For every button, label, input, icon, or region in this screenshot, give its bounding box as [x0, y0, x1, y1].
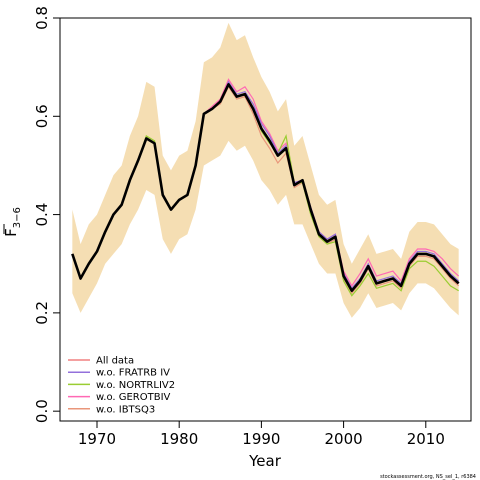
x-tick-label: 2000: [324, 430, 362, 448]
y-axis: 0.0 0.2 0.4 0.6 0.8: [33, 6, 60, 423]
legend-label: w.o. NORTRLIV2: [96, 380, 175, 391]
y-axis-title: F3−6: [2, 207, 23, 237]
x-axis: 1970 1980 1990 2000 2010: [78, 421, 445, 448]
legend-label: w.o. GEROTBIV: [96, 392, 171, 403]
credit-text: stockassessment.org, NS_sel_1, r6384: [380, 474, 476, 480]
svg-text:F3−6: F3−6: [2, 207, 23, 237]
y-tick-label: 0.4: [33, 203, 51, 227]
x-axis-title: Year: [248, 452, 282, 470]
x-tick-label: 2010: [407, 430, 445, 448]
y-axis-title-subscript: 3−6: [12, 207, 23, 228]
y-tick-label: 0.2: [33, 301, 51, 325]
y-tick-label: 0.8: [33, 6, 51, 30]
legend-label: w.o. IBTSQ3: [96, 404, 155, 415]
confidence-band: [72, 22, 459, 318]
confidence-band-layer: [72, 22, 459, 318]
main-estimate-line: [71, 83, 460, 293]
y-axis-title-main: F: [2, 228, 20, 237]
plot-frame: [59, 17, 472, 422]
legend-label: All data: [96, 356, 134, 367]
x-tick-label: 1990: [242, 430, 280, 448]
x-tick-label: 1970: [78, 430, 116, 448]
y-tick-label: 0.0: [33, 399, 51, 423]
legend-label: w.o. FRATRB IV: [96, 368, 170, 379]
x-tick-label: 1980: [160, 430, 198, 448]
main-estimate-layer: [71, 83, 460, 293]
y-tick-label: 0.6: [33, 104, 51, 128]
